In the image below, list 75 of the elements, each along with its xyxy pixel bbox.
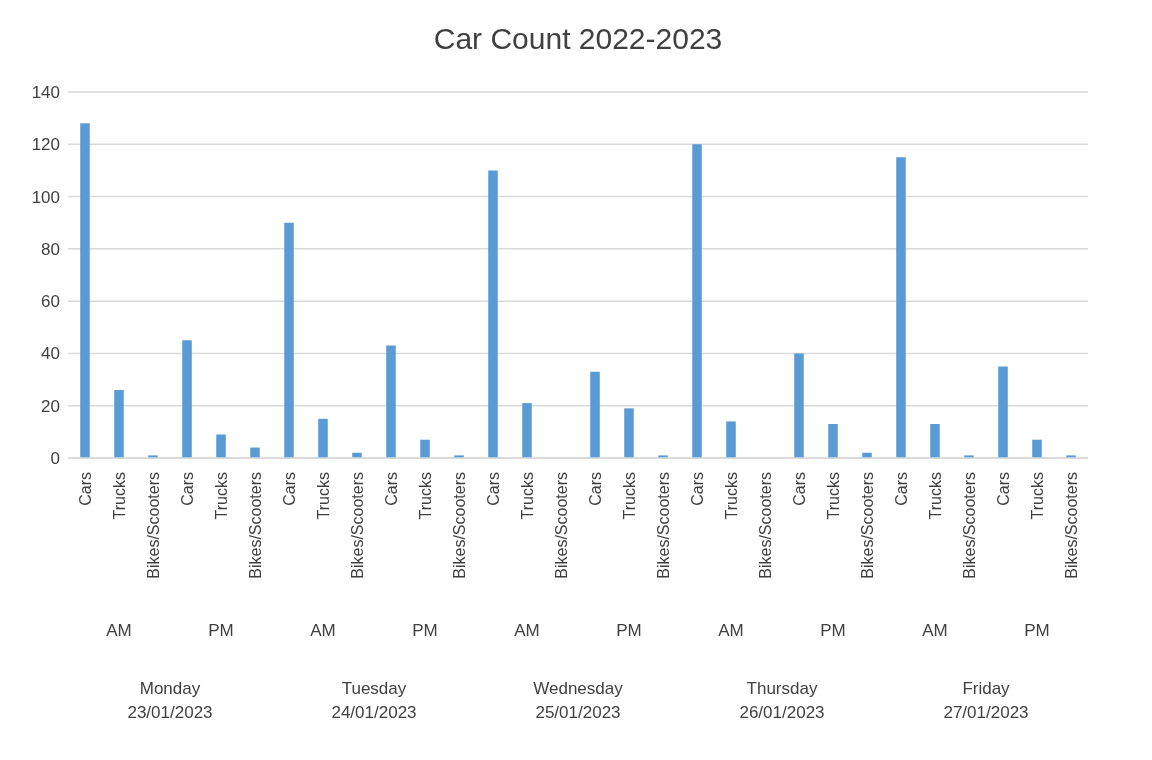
x-tick-label: Trucks <box>926 472 944 520</box>
bar <box>590 371 600 458</box>
x-tick-label: Cars <box>484 472 502 506</box>
text: PM <box>616 621 642 640</box>
x-tick-label: Bikes/Scooters <box>756 472 774 579</box>
text: PM <box>412 621 438 640</box>
bar <box>896 157 906 458</box>
x-tick-label: Cars <box>586 472 604 506</box>
bar <box>930 424 940 458</box>
x-tick-label: Bikes/Scooters <box>552 472 570 579</box>
text: Thursday 26/01/2023 <box>739 679 825 722</box>
x-tick-label: Cars <box>688 472 706 506</box>
text: Friday 27/01/2023 <box>943 679 1029 722</box>
x-tick-label: Bikes/Scooters <box>348 472 366 579</box>
bar <box>216 434 226 458</box>
bar <box>998 366 1008 458</box>
text: AM <box>922 621 948 640</box>
x-tick-label: Trucks <box>1028 472 1046 520</box>
bar <box>692 144 702 458</box>
x-tick-label: Bikes/Scooters <box>450 472 468 579</box>
x-tick-label: Cars <box>280 472 298 506</box>
y-tick-label: 80 <box>41 239 60 259</box>
x-tick-label: Cars <box>382 472 400 506</box>
bar <box>488 170 498 458</box>
text: Wednesday 25/01/2023 <box>533 679 624 722</box>
text: AM <box>106 621 132 640</box>
text: AM <box>310 621 336 640</box>
x-tick-label: Cars <box>994 472 1012 506</box>
bar <box>250 447 260 458</box>
text: AM <box>514 621 540 640</box>
bar <box>284 222 294 458</box>
bar <box>114 390 124 458</box>
text: PM <box>820 621 846 640</box>
x-tick-label: Trucks <box>314 472 332 520</box>
x-tick-label: Bikes/Scooters <box>858 472 876 579</box>
bar <box>318 418 328 458</box>
bar <box>794 353 804 458</box>
y-tick-label: 40 <box>41 344 60 364</box>
x-tick-label: Bikes/Scooters <box>144 472 162 579</box>
bar <box>386 345 396 458</box>
y-tick-label: 140 <box>31 83 60 103</box>
text: Tuesday 24/01/2023 <box>331 679 417 722</box>
text: PM <box>1024 621 1050 640</box>
x-tick-label: Trucks <box>518 472 536 520</box>
text: PM <box>208 621 234 640</box>
y-tick-label: 60 <box>41 292 60 312</box>
x-tick-label: Bikes/Scooters <box>960 472 978 579</box>
bar <box>726 421 736 458</box>
x-tick-label: Cars <box>76 472 94 506</box>
x-tick-label: Bikes/Scooters <box>246 472 264 579</box>
x-tick-label: Trucks <box>824 472 842 520</box>
bar <box>828 424 838 458</box>
text: AM <box>718 621 744 640</box>
y-tick-label: 20 <box>41 396 60 416</box>
bar <box>1032 439 1042 458</box>
x-tick-label: Trucks <box>620 472 638 520</box>
x-tick-label: Cars <box>178 472 196 506</box>
text: Monday 23/01/2023 <box>127 679 213 722</box>
chart-title: Car Count 2022-2023 <box>432 21 724 57</box>
x-tick-label: Trucks <box>722 472 740 520</box>
bar <box>182 340 192 458</box>
bar <box>522 403 532 458</box>
y-tick-label: 0 <box>50 449 60 469</box>
bar <box>420 439 430 458</box>
y-tick-label: 120 <box>31 135 60 155</box>
x-tick-label: Trucks <box>416 472 434 520</box>
x-tick-label: Cars <box>790 472 808 506</box>
bar <box>80 123 90 458</box>
bar <box>624 408 634 458</box>
x-tick-label: Bikes/Scooters <box>654 472 672 579</box>
x-tick-label: Trucks <box>212 472 230 520</box>
x-tick-label: Cars <box>892 472 910 506</box>
y-tick-label: 100 <box>31 187 60 207</box>
x-tick-label: Bikes/Scooters <box>1062 472 1080 579</box>
x-tick-label: Trucks <box>110 472 128 520</box>
